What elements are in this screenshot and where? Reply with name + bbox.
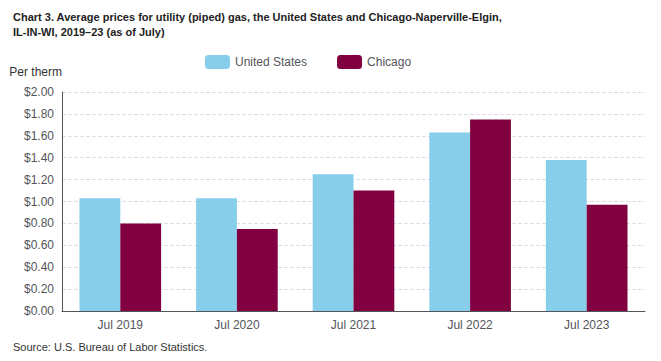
svg-text:Jul 2020: Jul 2020 (214, 318, 260, 332)
svg-text:$1.20: $1.20 (24, 173, 54, 187)
svg-text:$0.80: $0.80 (24, 216, 54, 230)
svg-text:$1.80: $1.80 (24, 107, 54, 121)
svg-text:Chart 3. Average prices for ut: Chart 3. Average prices for utility (pip… (13, 11, 502, 23)
svg-text:United States: United States (235, 55, 307, 69)
svg-text:$1.60: $1.60 (24, 129, 54, 143)
svg-text:Jul 2019: Jul 2019 (98, 318, 144, 332)
svg-text:Jul 2023: Jul 2023 (564, 318, 610, 332)
svg-text:Chicago: Chicago (367, 55, 411, 69)
svg-text:Jul 2022: Jul 2022 (447, 318, 493, 332)
svg-text:$1.00: $1.00 (24, 195, 54, 209)
svg-text:IL-IN-WI, 2019–23 (as of July): IL-IN-WI, 2019–23 (as of July) (13, 26, 165, 38)
svg-text:Per therm: Per therm (9, 65, 62, 79)
svg-text:Jul 2021: Jul 2021 (331, 318, 377, 332)
svg-text:$2.00: $2.00 (24, 85, 54, 99)
svg-text:$0.40: $0.40 (24, 260, 54, 274)
svg-text:$0.60: $0.60 (24, 238, 54, 252)
svg-text:$0.20: $0.20 (24, 282, 54, 296)
svg-text:$1.40: $1.40 (24, 151, 54, 165)
svg-text:$0.00: $0.00 (24, 304, 54, 318)
svg-text:Source: U.S. Bureau of Labor S: Source: U.S. Bureau of Labor Statistics. (13, 341, 207, 353)
